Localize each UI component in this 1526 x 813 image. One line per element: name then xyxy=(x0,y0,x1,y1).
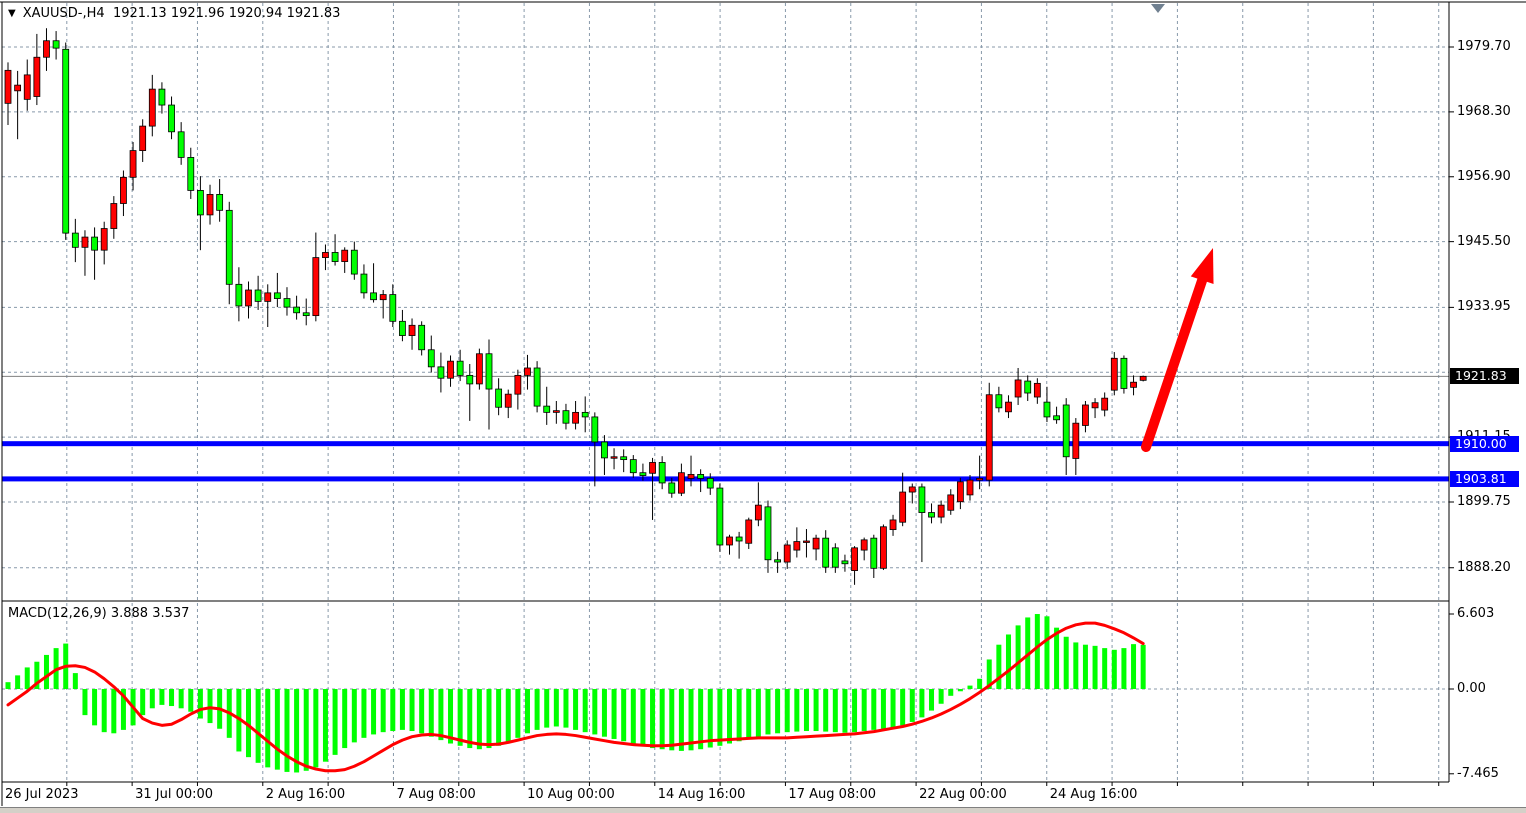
chart-title-ohlc: 1921.13 1921.96 1920.94 1921.83 xyxy=(112,6,341,21)
macd-signal-line[interactable] xyxy=(6,621,1145,773)
support-line-1910-00[interactable] xyxy=(2,441,1449,447)
chart-title: ▼ XAUUSD-,H4 1921.13 1921.96 1920.94 1921… xyxy=(8,6,340,21)
macd-indicator-label: MACD(12,26,9) 3.888 3.537 xyxy=(8,606,190,621)
trend-arrow-head[interactable] xyxy=(1190,248,1214,285)
chart-shift-icon[interactable] xyxy=(1151,4,1165,13)
trend-arrow-shaft[interactable] xyxy=(1141,275,1208,452)
grid xyxy=(2,3,1449,781)
support-line-1903-81[interactable] xyxy=(2,476,1449,482)
support-line-1910-badge: 1910.00 xyxy=(1450,435,1519,452)
price-axis[interactable] xyxy=(1449,2,1526,782)
status-strip xyxy=(0,807,1526,813)
macd-histogram xyxy=(5,614,1146,773)
chart-title-symbol: XAUUSD-,H4 xyxy=(22,6,105,21)
support-line-1903-badge: 1903.81 xyxy=(1450,470,1519,487)
time-axis[interactable] xyxy=(2,782,1449,806)
symbol-dropdown-icon[interactable]: ▼ xyxy=(8,8,16,19)
current-price-badge: 1921.83 xyxy=(1450,368,1519,385)
candlestick-series xyxy=(4,28,1147,585)
